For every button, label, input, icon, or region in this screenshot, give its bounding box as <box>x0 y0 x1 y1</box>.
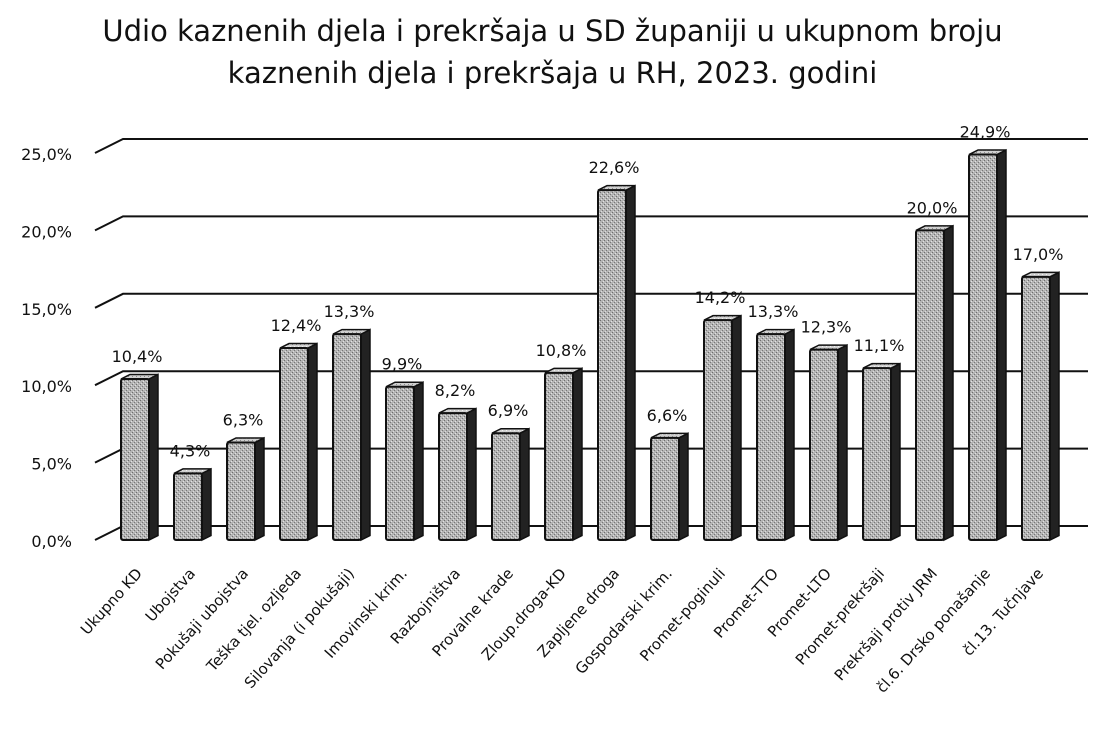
y-tick-label: 5,0% <box>31 455 72 474</box>
bar <box>862 362 901 542</box>
y-tick-label: 0,0% <box>31 532 72 551</box>
x-tick-label: Ukupno KD <box>77 565 146 639</box>
bar <box>597 184 636 542</box>
x-tick-label: Pokušaji ubojstva <box>152 565 252 673</box>
chart-title: Udio kaznenih djela i prekršaja u SD žup… <box>0 10 1105 94</box>
data-label: 22,6% <box>589 158 640 177</box>
bar <box>809 343 848 542</box>
data-label: 24,9% <box>960 123 1011 142</box>
bar <box>544 367 583 542</box>
bar <box>915 224 954 542</box>
data-label: 12,3% <box>801 318 852 337</box>
x-tick-label: Prekršaji protiv JRM <box>831 565 941 685</box>
data-label: 6,6% <box>647 406 688 425</box>
y-tick-label: 10,0% <box>21 377 72 396</box>
y-tick-label: 20,0% <box>21 222 72 241</box>
data-label: 11,1% <box>854 336 905 355</box>
bar <box>491 427 530 542</box>
gridline <box>94 292 1088 309</box>
chart-title-line-2: kaznenih djela i prekršaja u RH, 2023. g… <box>227 56 878 90</box>
y-tick-label: 25,0% <box>21 145 72 164</box>
bar <box>120 373 159 542</box>
data-label: 20,0% <box>907 198 958 217</box>
bar <box>332 328 371 542</box>
x-tick-label: Gospodarski krim. <box>572 565 676 678</box>
x-tick-label: Ubojstva <box>142 565 199 626</box>
data-label: 10,8% <box>536 341 587 360</box>
data-label: 17,0% <box>1013 245 1064 264</box>
data-label: 10,4% <box>112 347 163 366</box>
bar <box>385 381 424 542</box>
data-label: 12,4% <box>271 316 322 335</box>
bar <box>703 314 742 542</box>
value-labels: 10,4%4,3%6,3%12,4%13,3%9,9%8,2%6,9%10,8%… <box>112 123 1064 461</box>
data-label: 13,3% <box>748 302 799 321</box>
data-label: 6,3% <box>223 410 264 429</box>
bar <box>756 328 795 542</box>
data-label: 4,3% <box>170 441 211 460</box>
data-label: 8,2% <box>435 381 476 400</box>
y-axis: 0,0% 5,0% 10,0% 15,0% 20,0% 25,0% <box>21 145 72 551</box>
bars <box>120 148 1060 542</box>
bar <box>226 436 265 542</box>
chart-title-line-1: Udio kaznenih djela i prekršaja u SD žup… <box>102 14 1003 48</box>
data-label: 9,9% <box>382 355 423 374</box>
x-tick-label: Teška tjel. ozljeda <box>202 565 305 676</box>
bar <box>279 342 318 542</box>
data-label: 14,2% <box>695 288 746 307</box>
gridline <box>94 138 1088 154</box>
bar <box>173 467 212 542</box>
bar <box>438 407 477 542</box>
bar <box>968 148 1007 542</box>
bar <box>1021 271 1060 542</box>
gridline <box>94 215 1088 232</box>
bar <box>650 432 689 542</box>
y-tick-label: 15,0% <box>21 300 72 319</box>
data-label: 6,9% <box>488 401 529 420</box>
data-label: 13,3% <box>324 302 375 321</box>
